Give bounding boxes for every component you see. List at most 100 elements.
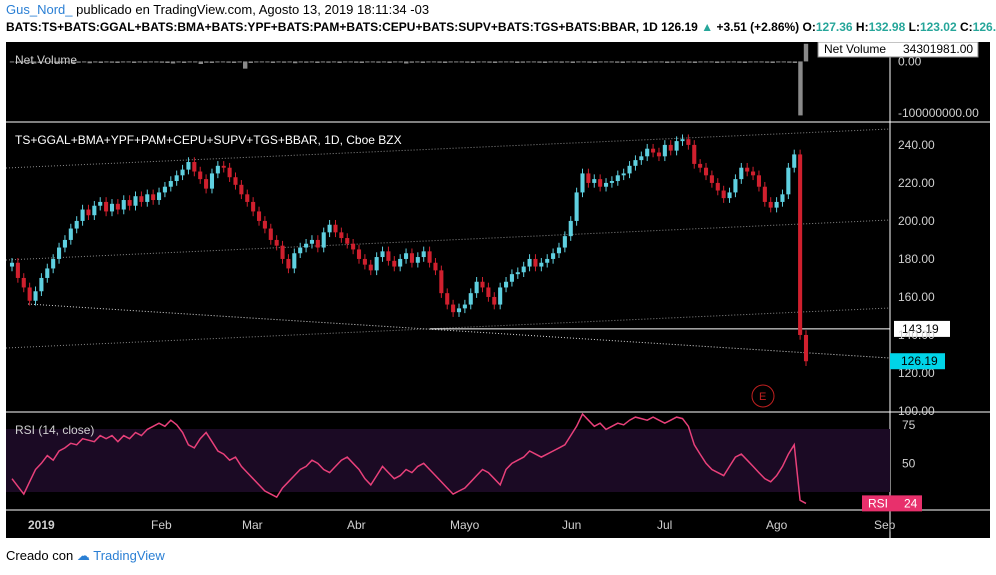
tradingview-brand[interactable]: TradingView: [93, 548, 165, 563]
candle-body: [133, 196, 138, 206]
net-volume-bar: [209, 61, 215, 63]
net-volume-bar: [553, 61, 559, 63]
net-volume-bar: [170, 61, 176, 64]
candle-body: [215, 165, 220, 174]
footer: Creado con ☁ TradingView: [6, 548, 165, 564]
candle-body: [715, 182, 720, 191]
rsi-line: [11, 412, 807, 505]
net-volume-bar: [803, 43, 809, 62]
net-volume-bar: [392, 61, 398, 63]
candle-body: [256, 211, 262, 221]
net-volume-bar: [387, 61, 392, 63]
candle-body: [45, 268, 50, 278]
candle-body: [468, 293, 473, 305]
net-volume-bar: [237, 61, 242, 63]
net-volume-bar: [187, 61, 192, 63]
net-volume-bar: [220, 61, 226, 63]
high-value: 132.98: [868, 20, 906, 34]
net-volume-bar: [748, 61, 753, 63]
candle-body: [304, 243, 309, 248]
tradingview-logo-icon: ☁: [76, 548, 90, 563]
rsi-title: RSI (14, close): [15, 423, 94, 437]
net-volume-bar: [603, 61, 609, 63]
net-volume-bar: [498, 61, 503, 63]
net-volume-bar: [415, 61, 420, 63]
candle-body: [74, 220, 79, 229]
rsi-badge-label: RSI: [868, 496, 888, 510]
net-volume-bar: [548, 61, 553, 63]
net-volume-bar: [770, 61, 775, 63]
rsi-tick-label: 75: [902, 418, 916, 432]
candle-body: [68, 228, 73, 240]
net-volume-bar: [309, 61, 315, 63]
net-volume-bar: [81, 61, 87, 63]
net-volume-bar: [348, 61, 353, 63]
time-axis: 2019 Feb Mar Abr Mayo Jun Jul Ago Sep: [28, 518, 896, 532]
candle-body: [204, 179, 209, 189]
price-tick-label: 160.00: [898, 290, 935, 304]
net-volume-bar: [215, 61, 220, 63]
candle-body: [374, 257, 379, 271]
candle-body: [221, 165, 226, 168]
net-volume-bar: [565, 61, 570, 63]
net-volume-bar: [365, 61, 370, 63]
candle-body: [662, 144, 667, 157]
candle-body: [192, 162, 197, 172]
net-volume-pane: 0.00 -100000000.00 Net Volume 34301981.00: [9, 42, 979, 120]
net-volume-bar: [37, 61, 42, 63]
candle-body: [739, 167, 744, 180]
net-volume-bar: [592, 61, 598, 63]
chart-canvas[interactable]: 0.00 -100000000.00 Net Volume 34301981.00 1…: [6, 42, 990, 538]
candle-body: [756, 175, 761, 187]
candle-body: [404, 253, 409, 259]
net-volume-bar: [131, 61, 137, 63]
net-volume-bar: [676, 61, 681, 63]
candle-body: [86, 209, 91, 216]
candle-body: [321, 232, 326, 248]
candle-body: [345, 238, 350, 244]
net-volume-bar: [259, 61, 265, 63]
author-link[interactable]: Gus_Nord_: [6, 2, 73, 17]
candle-body: [692, 144, 697, 164]
net-volume-bar: [714, 61, 720, 63]
net-volume-bar: [70, 61, 76, 64]
open-value: 127.36: [815, 20, 853, 34]
net-volume-bar: [76, 61, 81, 63]
time-tick-label: Sep: [874, 518, 896, 532]
candle-body: [156, 192, 162, 201]
candle-body: [327, 224, 332, 233]
candle-body: [51, 258, 56, 269]
candle-body: [798, 154, 803, 335]
candle-body: [21, 277, 26, 288]
net-volume-bar: [276, 61, 281, 63]
candle-body: [674, 141, 679, 151]
candle-body: [398, 258, 403, 267]
candle-body: [421, 251, 426, 258]
candle-body: [209, 173, 215, 189]
price-tick-label: 100.00: [898, 404, 935, 418]
net-volume-bar: [354, 61, 359, 63]
candle-body: [492, 296, 497, 305]
net-volume-bar: [159, 61, 165, 63]
net-volume-bar: [248, 61, 253, 63]
candle-body: [562, 236, 567, 248]
net-volume-bar: [20, 61, 26, 63]
net-volume-bar: [570, 61, 576, 63]
candle-body: [445, 293, 450, 305]
net-volume-bar: [404, 61, 409, 64]
net-volume-bar: [459, 61, 464, 63]
candle-body: [280, 245, 285, 259]
candle-body: [762, 186, 767, 202]
candle-body: [362, 258, 367, 265]
candle-body: [515, 272, 520, 275]
candle-body: [15, 262, 20, 278]
net-volume-bar: [193, 61, 198, 63]
net-volume-bar: [376, 61, 381, 63]
net-volume-bar: [398, 61, 403, 63]
candle-body: [309, 239, 314, 244]
channel-lower-line: [6, 307, 891, 349]
close-label: C:: [960, 20, 973, 34]
net-volume-bar: [509, 61, 514, 63]
net-volume-bar: [292, 61, 298, 64]
time-tick-label: Jul: [657, 518, 672, 532]
